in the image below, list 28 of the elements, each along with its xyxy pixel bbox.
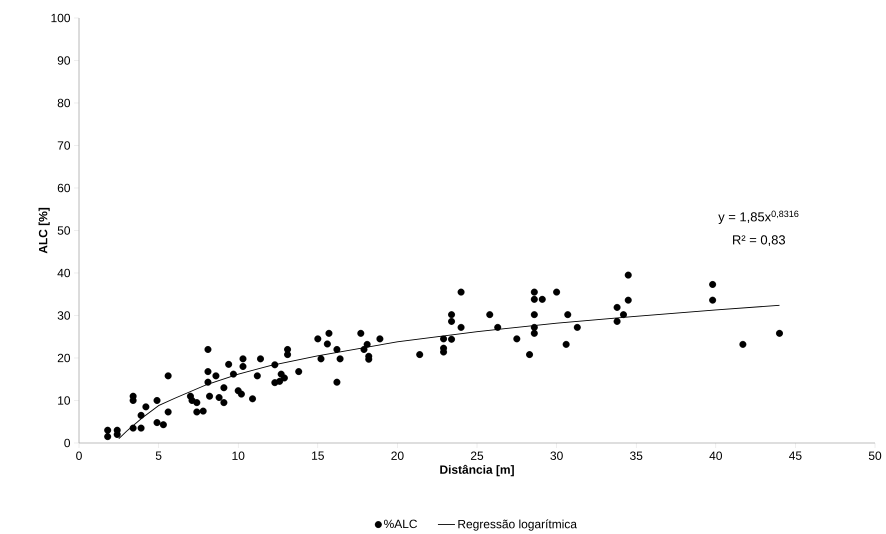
x-tick-label: 5 bbox=[156, 452, 162, 460]
x-tick-label: 50 bbox=[868, 452, 882, 460]
annotation: R² = 0,83 bbox=[733, 235, 786, 246]
x-tick-label: 30 bbox=[550, 452, 563, 460]
y-tick-label: 80 bbox=[58, 98, 70, 108]
legend-label: %ALC bbox=[384, 520, 418, 528]
y-tick-label: 30 bbox=[58, 311, 70, 320]
x-tick-label: 20 bbox=[391, 452, 404, 460]
x-tick-label: 0 bbox=[76, 452, 82, 460]
y-tick-label: 50 bbox=[58, 226, 70, 235]
x-tick-label: 25 bbox=[470, 452, 484, 460]
y-tick-label: 70 bbox=[58, 141, 70, 150]
x-tick-label: 35 bbox=[630, 452, 642, 460]
x-tick-label: 45 bbox=[789, 452, 802, 460]
y-tick-label: 100 bbox=[51, 14, 70, 22]
legend-label: Regressão logarítmica bbox=[458, 519, 577, 531]
y-tick-label: 10 bbox=[58, 396, 70, 405]
y-axis-title: ALC [%] bbox=[38, 208, 50, 254]
y-tick-label: 90 bbox=[58, 56, 70, 65]
x-tick-label: 40 bbox=[709, 452, 722, 460]
x-tick-label: 10 bbox=[232, 452, 244, 460]
y-tick-label: 0 bbox=[64, 438, 70, 448]
y-tick-label: 40 bbox=[57, 268, 70, 278]
annotation: y = 1,85x$^{0,8316}$ bbox=[718, 210, 798, 224]
x-tick-label: 15 bbox=[312, 452, 324, 460]
y-tick-label: 60 bbox=[58, 184, 70, 192]
y-tick-label: 20 bbox=[58, 354, 70, 362]
x-axis-title: Distância [m] bbox=[440, 464, 514, 476]
